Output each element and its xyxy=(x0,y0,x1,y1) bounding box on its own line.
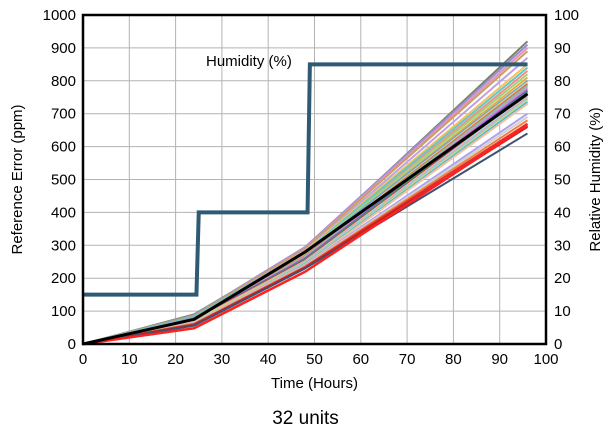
y-tick-label-8: 800 xyxy=(51,73,76,90)
series-line-27 xyxy=(82,119,529,345)
humidity-line xyxy=(83,62,528,297)
x-tick-label-7: 70 xyxy=(399,351,416,368)
humidity-annotation: Humidity (%) xyxy=(206,53,292,70)
x-tick-label-3: 30 xyxy=(214,351,231,368)
series-line-31 xyxy=(82,124,529,346)
series-line-4 xyxy=(82,57,529,345)
y2-tick-label-9: 90 xyxy=(554,40,571,57)
error-series xyxy=(82,40,529,346)
y-tick-label-4: 400 xyxy=(51,204,76,221)
x-tick-label-9: 90 xyxy=(491,351,508,368)
series-line-1 xyxy=(82,43,529,345)
series-line-7 xyxy=(82,70,529,345)
y-tick-label-10: 1000 xyxy=(43,7,76,24)
humidity-series xyxy=(83,62,528,297)
x-tick-label-6: 60 xyxy=(352,351,369,368)
chart-caption: 32 units xyxy=(272,408,339,429)
y2-tick-label-6: 60 xyxy=(554,139,571,156)
y2-tick-label-10: 100 xyxy=(554,7,579,24)
y-tick-label-6: 600 xyxy=(51,139,76,156)
series-line-3 xyxy=(82,50,529,345)
x-axis-title: Time (Hours) xyxy=(271,375,358,392)
y-tick-label-1: 100 xyxy=(51,303,76,320)
series-line-2 xyxy=(82,47,529,345)
y-tick-label-0: 0 xyxy=(68,336,76,353)
x-tick-label-0: 0 xyxy=(79,351,87,368)
y2-tick-label-5: 50 xyxy=(554,172,571,189)
y2-tick-label-0: 0 xyxy=(554,336,562,353)
series-line-32 xyxy=(82,92,529,346)
x-tick-label-4: 40 xyxy=(260,351,277,368)
y-tick-label-9: 900 xyxy=(51,40,76,57)
y-tick-label-2: 200 xyxy=(51,270,76,287)
y-tick-label-5: 500 xyxy=(51,172,76,189)
x-tick-label-8: 80 xyxy=(445,351,462,368)
y2-tick-label-1: 10 xyxy=(554,303,571,320)
x-tick-label-1: 10 xyxy=(121,351,138,368)
x-tick-label-10: 100 xyxy=(533,351,558,368)
y2-tick-label-8: 80 xyxy=(554,73,571,90)
y2-tick-label-2: 20 xyxy=(554,270,571,287)
series-line-30 xyxy=(82,132,528,345)
x-tick-labels: 0 10 20 30 40 50 60 70 80 90 100 xyxy=(79,351,559,368)
y2-tick-labels: 0 10 20 30 40 50 60 70 80 90 100 xyxy=(554,7,579,353)
y-tick-label-3: 300 xyxy=(51,237,76,254)
y2-tick-label-4: 40 xyxy=(554,204,571,221)
y-tick-label-7: 700 xyxy=(51,106,76,123)
y2-tick-label-7: 70 xyxy=(554,106,571,123)
x-tick-label-5: 50 xyxy=(306,351,323,368)
y2-tick-label-3: 30 xyxy=(554,237,571,254)
plot-frame xyxy=(81,13,548,346)
y-axis-title: Reference Error (ppm) xyxy=(9,104,26,254)
series-line-0 xyxy=(82,40,529,345)
y-tick-labels: 0 100 200 300 400 500 600 700 800 900 1000 xyxy=(43,7,76,353)
x-tick-label-2: 20 xyxy=(167,351,184,368)
y2-axis-title: Relative Humidity (%) xyxy=(587,107,604,251)
